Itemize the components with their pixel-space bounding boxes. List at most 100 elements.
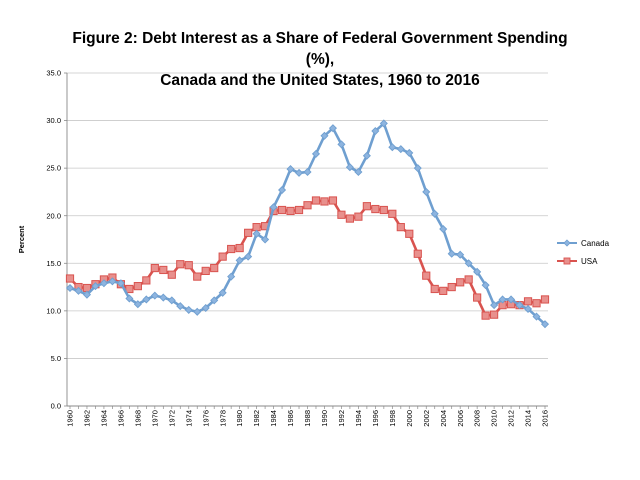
x-tick-label: 1968 xyxy=(133,410,142,427)
x-tick-label: 1990 xyxy=(320,410,329,427)
x-tick-label: 1966 xyxy=(116,410,125,427)
data-point-usa xyxy=(456,278,465,287)
data-point-usa xyxy=(405,229,414,238)
data-point-usa xyxy=(286,206,295,216)
y-tick-label: 30.0 xyxy=(46,116,61,125)
data-point-canada xyxy=(430,209,439,218)
chart-title-line-2: Canada and the United States, 1960 to 20… xyxy=(160,72,480,89)
x-tick-label: 1980 xyxy=(235,410,244,427)
data-point-canada xyxy=(371,127,380,136)
data-point-usa xyxy=(540,295,550,304)
data-point-usa xyxy=(193,272,202,281)
data-point-usa xyxy=(244,228,253,237)
data-point-canada xyxy=(65,283,75,293)
data-point-canada xyxy=(481,281,490,290)
data-point-usa xyxy=(235,243,244,253)
chart-title-line-1: Figure 2: Debt Interest as a Share of Fe… xyxy=(72,30,568,68)
data-point-usa xyxy=(354,212,363,221)
data-point-usa xyxy=(371,204,380,214)
data-point-usa xyxy=(184,261,193,270)
data-point-canada xyxy=(167,296,176,305)
data-point-canada xyxy=(405,148,414,157)
data-point-usa xyxy=(430,284,439,294)
data-point-usa xyxy=(294,205,304,215)
legend-item-canada: Canada xyxy=(557,239,610,248)
data-point-canada xyxy=(328,124,337,133)
data-point-usa xyxy=(388,209,397,218)
data-point-usa xyxy=(447,282,456,292)
series-canada xyxy=(65,119,550,329)
x-tick-label: 2010 xyxy=(490,410,499,427)
data-point-usa xyxy=(159,265,168,275)
data-point-usa xyxy=(490,310,499,319)
data-point-canada xyxy=(388,143,397,152)
data-point-canada xyxy=(439,224,448,234)
data-point-canada xyxy=(422,187,431,196)
data-point-usa xyxy=(345,214,355,223)
data-point-usa xyxy=(396,223,405,232)
data-point-usa xyxy=(201,266,210,275)
data-point-usa xyxy=(167,270,176,279)
data-point-canada xyxy=(294,168,304,177)
x-tick-label: 1974 xyxy=(184,410,193,427)
data-point-usa xyxy=(210,263,219,273)
chart-title: Figure 2: Debt Interest as a Share of Fe… xyxy=(60,28,580,91)
data-point-canada xyxy=(176,302,185,311)
legend-item-usa: USA xyxy=(557,257,598,266)
data-point-canada xyxy=(235,256,244,265)
y-tick-label: 25.0 xyxy=(46,164,61,173)
x-tick-label: 2002 xyxy=(422,410,431,427)
data-point-usa xyxy=(227,244,236,254)
data-point-usa xyxy=(523,297,533,306)
data-point-canada xyxy=(396,145,405,154)
x-tick-label: 1960 xyxy=(66,410,75,427)
data-point-canada xyxy=(540,320,550,329)
y-tick-label: 10.0 xyxy=(46,306,61,315)
data-point-usa xyxy=(311,196,321,205)
data-point-canada xyxy=(498,295,507,304)
data-point-usa xyxy=(320,197,329,206)
data-point-canada xyxy=(210,296,219,305)
data-point-usa xyxy=(413,249,422,258)
data-point-canada xyxy=(125,294,134,303)
x-tick-label: 2012 xyxy=(507,410,516,427)
data-point-usa xyxy=(337,210,346,219)
x-tick-label: 1972 xyxy=(167,410,176,427)
x-tick-label: 2000 xyxy=(405,410,414,427)
x-tick-label: 2014 xyxy=(524,410,533,427)
data-point-canada xyxy=(490,301,499,310)
data-point-canada xyxy=(337,140,346,149)
data-point-usa xyxy=(252,223,261,232)
data-point-usa xyxy=(464,275,473,284)
data-point-usa xyxy=(133,282,142,291)
data-point-canada xyxy=(159,293,168,302)
y-tick-label: 5.0 xyxy=(51,354,61,363)
data-point-canada xyxy=(252,229,261,238)
x-tick-label: 1994 xyxy=(354,410,363,427)
data-point-canada xyxy=(91,282,100,291)
data-point-usa xyxy=(125,284,134,294)
data-point-usa xyxy=(439,286,448,295)
data-point-canada xyxy=(82,290,92,299)
data-point-usa xyxy=(362,202,371,211)
y-tick-label: 15.0 xyxy=(46,259,61,268)
data-point-usa xyxy=(176,260,185,269)
x-axis-ticks: 1960 1962 1964 1966 1968 1970 1972 1974 1976 1978… xyxy=(66,406,550,427)
data-point-usa xyxy=(481,311,490,320)
data-point-usa xyxy=(473,293,482,302)
x-tick-label: 1996 xyxy=(371,410,380,427)
data-point-canada xyxy=(227,272,236,281)
series-group xyxy=(65,119,550,329)
data-point-canada xyxy=(193,307,202,316)
data-point-usa xyxy=(142,276,151,285)
x-tick-label: 1962 xyxy=(83,410,92,427)
data-point-canada xyxy=(133,300,142,309)
data-point-canada xyxy=(218,288,227,297)
x-tick-label: 2008 xyxy=(473,410,482,427)
y-axis-label: Percent xyxy=(17,225,26,253)
data-point-canada xyxy=(99,279,108,288)
data-point-canada xyxy=(74,286,83,295)
legend-marker xyxy=(563,257,571,265)
data-point-canada xyxy=(507,295,516,304)
